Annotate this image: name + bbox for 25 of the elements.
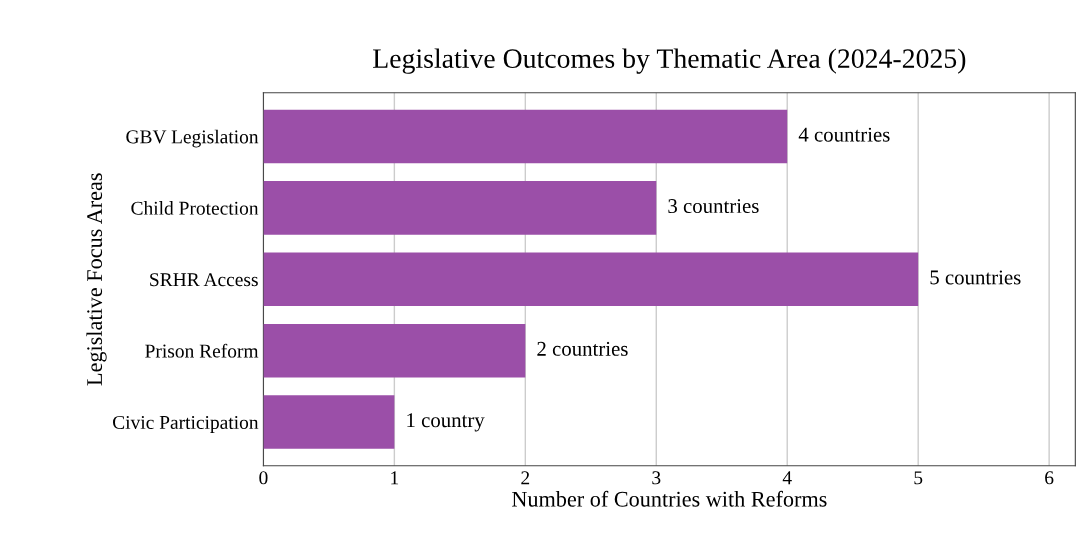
data-label: 5 countries: [930, 270, 1021, 285]
data-label: 3 countries: [668, 199, 759, 214]
y-axis-title: Legislative Focus Areas: [86, 173, 107, 386]
y-tick-label: SRHR Access: [150, 273, 258, 287]
x-tick-label: 6: [1045, 471, 1054, 485]
bar: [263, 181, 657, 235]
x-axis-title: Number of Countries with Reforms: [512, 490, 827, 507]
y-tick-label: GBV Legislation: [126, 129, 259, 148]
x-tick-label: 5: [914, 471, 923, 485]
y-tick-label: Child Protection: [131, 201, 259, 215]
chart-title: Legislative Outcomes by Thematic Area (2024-2025): [373, 48, 966, 74]
x-tick-label: 2: [521, 471, 530, 485]
bar: [263, 395, 395, 449]
y-tick-label: Civic Participation: [113, 415, 259, 433]
x-tick-label: 0: [259, 471, 268, 485]
x-tick-label: 3: [652, 471, 661, 485]
data-label: 1 country: [407, 413, 485, 432]
data-label: 4 countries: [798, 127, 890, 142]
y-tick-label: Prison Reform: [145, 343, 259, 358]
x-tick-label: 1: [391, 471, 399, 485]
bar: [263, 323, 526, 378]
x-tick-label: 4: [782, 471, 792, 485]
bar: [263, 109, 788, 164]
bar: [263, 252, 919, 307]
data-label: 2 countries: [537, 341, 628, 356]
